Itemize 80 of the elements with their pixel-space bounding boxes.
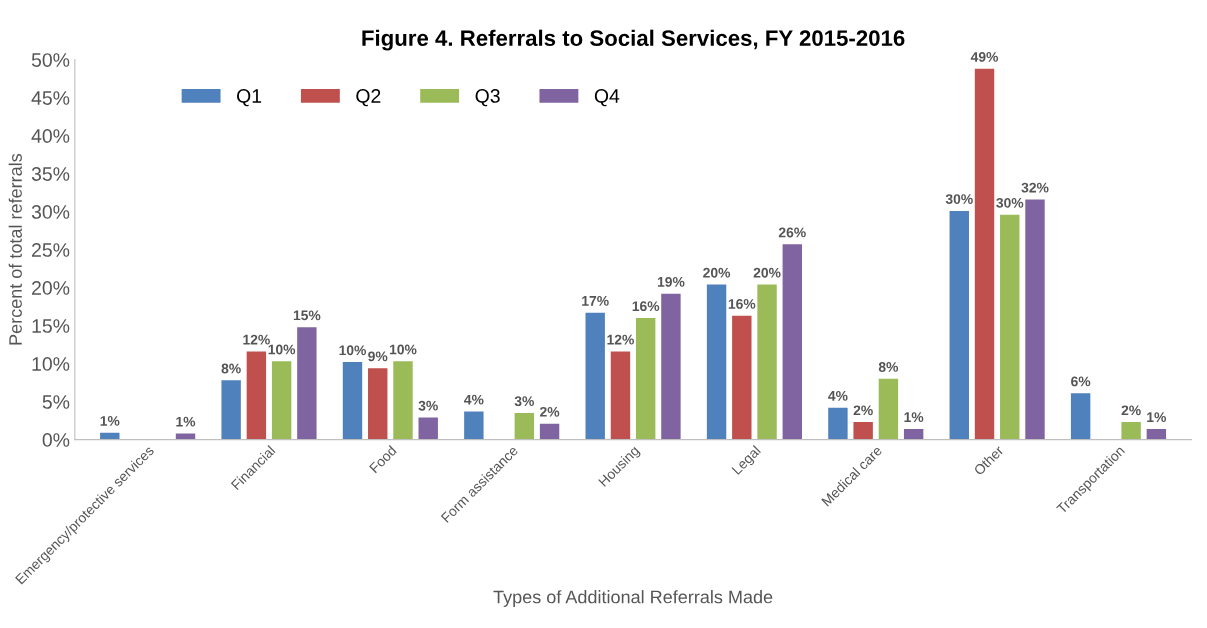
data-label: 1% [1147, 412, 1167, 423]
y-tick-label: 5% [42, 395, 70, 409]
bar [464, 411, 484, 440]
y-tick-label: 25% [32, 243, 70, 257]
bar [1121, 422, 1141, 440]
bar [1070, 393, 1091, 440]
bar [878, 378, 899, 440]
data-label: 8% [221, 363, 241, 374]
data-label: 10% [268, 344, 296, 355]
data-label: 3% [514, 396, 535, 407]
y-tick-label: 30% [31, 205, 70, 219]
bar [368, 368, 388, 440]
data-label: 30% [945, 194, 973, 204]
data-label: 26% [778, 227, 806, 238]
data-label: 2% [853, 405, 873, 416]
legend-label: Q3 [475, 89, 500, 107]
bar [732, 315, 752, 440]
bar [1025, 199, 1045, 440]
data-label: 10% [389, 344, 417, 355]
y-tick-label: 50% [31, 53, 70, 67]
chart-title: Figure 4. Referrals to Social Services, FY 2015-2016 [362, 29, 905, 51]
data-label: 8% [878, 362, 899, 372]
data-label: 17% [582, 295, 609, 306]
data-label: 2% [540, 406, 560, 417]
data-label: 20% [753, 267, 781, 278]
bar [661, 293, 681, 440]
bar [221, 380, 241, 440]
bar [757, 284, 777, 440]
bar [1000, 214, 1020, 440]
data-label: 6% [1071, 376, 1091, 387]
bar [706, 284, 727, 440]
data-label: 4% [828, 390, 848, 401]
legend-label: Q2 [356, 89, 381, 107]
y-tick-label: 10% [32, 357, 70, 371]
y-tick-label: 35% [31, 167, 70, 181]
data-label: 12% [607, 334, 634, 345]
bar [782, 244, 802, 440]
data-label: 3% [418, 400, 438, 411]
bar [903, 428, 924, 440]
data-label: 4% [464, 394, 484, 405]
bar [514, 413, 535, 440]
bar [1146, 428, 1167, 440]
data-label: 2% [1121, 405, 1141, 416]
data-label: 32% [1021, 182, 1049, 193]
bar [539, 423, 560, 440]
data-label: 20% [703, 267, 731, 278]
data-label: 16% [728, 298, 756, 309]
bar [635, 318, 656, 440]
data-label: 10% [339, 345, 367, 356]
data-label: 16% [632, 301, 660, 312]
y-tick-label: 40% [31, 129, 70, 143]
legend-label: Q4 [594, 89, 620, 107]
bar [949, 210, 969, 440]
bar [393, 361, 413, 440]
data-label: 15% [293, 310, 321, 321]
bar [297, 327, 317, 440]
data-label: 9% [368, 351, 388, 362]
y-axis-title: Percent of total referrals [8, 153, 22, 345]
data-label: 1% [100, 416, 120, 426]
bar [828, 407, 848, 440]
data-label: 1% [176, 416, 196, 427]
bar [853, 422, 873, 440]
y-tick-label: 15% [32, 319, 70, 333]
legend-label: Q1 [237, 89, 262, 107]
data-label: 19% [657, 276, 685, 287]
bar [246, 351, 267, 440]
bar [610, 351, 631, 440]
x-axis-title: Types of Additional Referrals Made [493, 590, 773, 607]
bar [418, 417, 438, 440]
y-tick-label: 45% [31, 91, 70, 105]
data-label: 30% [996, 197, 1024, 208]
y-tick-label: 20% [32, 281, 70, 295]
data-label: 12% [243, 334, 270, 345]
bar [342, 362, 363, 440]
data-label: 49% [970, 52, 999, 62]
y-tick-label: 0% [42, 433, 70, 447]
bar [271, 361, 292, 440]
bar [585, 312, 605, 440]
data-label: 1% [904, 412, 924, 423]
bar [974, 68, 995, 440]
